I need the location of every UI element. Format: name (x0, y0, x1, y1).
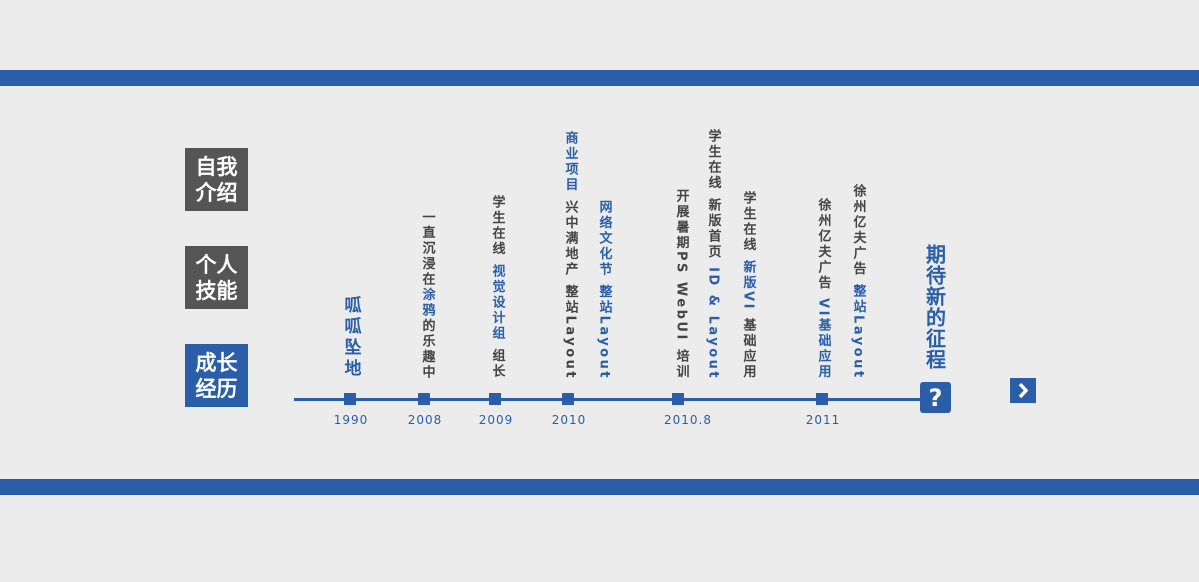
event-segment: 基础应用 (740, 310, 756, 380)
next-button-bg (1010, 378, 1036, 403)
next-chevron (1018, 382, 1029, 399)
timeline-marker (816, 393, 828, 405)
event-segment: 涂鸦 (419, 287, 435, 318)
event-segment: 兴中满地产 整站Layout (562, 199, 578, 380)
event-segment: 整站Layout (596, 284, 612, 380)
event-text: 徐州亿夫广告 整站Layout (849, 184, 868, 380)
timeline-axis (294, 398, 930, 401)
year-label: 2010.8 (664, 413, 712, 427)
event-segment: 新版VI (740, 260, 756, 311)
event-segment: 的乐趣中 (419, 318, 435, 380)
event-segment: 学生在线 (740, 191, 756, 261)
event-text: 网络文化节 整站Layout (595, 200, 614, 380)
event-segment: 视觉设计组 (489, 264, 505, 342)
event-segment: 呱呱坠地 (340, 296, 361, 380)
event-text: 学生在线 视觉设计组 组长 (488, 195, 507, 380)
event-segment: VI基础应用 (815, 298, 831, 380)
event-segment: 学生在线 (489, 195, 505, 265)
year-label: 1990 (333, 413, 369, 427)
nav-item[interactable]: 自我介绍 (185, 148, 248, 211)
timeline-marker (344, 393, 356, 405)
timeline-marker (489, 393, 501, 405)
event-text: 徐州亿夫广告 VI基础应用 (814, 198, 833, 380)
event-segment: 学生在线 新版首页 (705, 128, 721, 267)
event-text: 开展暑期PS WebUI 培训 (672, 189, 691, 380)
event-segment: 网络文化节 (596, 199, 612, 285)
event-text: 呱呱坠地 (339, 296, 364, 380)
bottom-band (0, 479, 1199, 495)
event-segment: 开展暑期PS WebUI 培训 (673, 189, 689, 380)
event-text: 商业项目 兴中满地产 整站Layout (561, 131, 580, 380)
event-segment: 徐州亿夫广告 (850, 184, 866, 285)
future-text: 期待新的征程 (922, 244, 947, 370)
year-label: 2009 (478, 413, 514, 427)
timeline-marker (418, 393, 430, 405)
event-text: 一直沉浸在涂鸦的乐趣中 (418, 210, 437, 381)
event-segment: 整站Layout (850, 284, 866, 380)
top-band (0, 70, 1199, 86)
future-mark[interactable]: ? (920, 382, 951, 413)
nav-item[interactable]: 成长经历 (185, 344, 248, 407)
year-label: 2008 (407, 413, 443, 427)
event-text: 学生在线 新版VI 基础应用 (739, 191, 758, 380)
timeline-marker (562, 393, 574, 405)
event-segment: 商业项目 (562, 130, 578, 200)
event-segment: ID & Layout (705, 266, 721, 380)
event-text: 学生在线 新版首页 ID & Layout (704, 129, 723, 380)
nav-item[interactable]: 个人技能 (185, 246, 248, 309)
event-segment: 徐州亿夫广告 (815, 198, 831, 299)
year-label: 2010 (551, 413, 587, 427)
event-segment: 组长 (489, 341, 505, 380)
timeline-marker (672, 393, 684, 405)
year-label: 2011 (805, 413, 841, 427)
next-button[interactable] (1010, 378, 1036, 403)
event-segment: 一直沉浸在 (419, 209, 435, 288)
